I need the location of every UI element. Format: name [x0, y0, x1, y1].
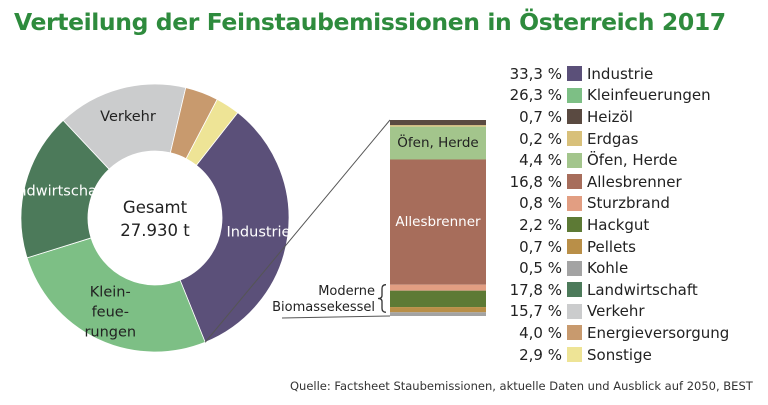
legend-item-landwirtschaft: 17,8 % Landwirtschaft [486, 279, 756, 301]
bar-label-allesbrenner: Allesbrenner [395, 214, 481, 230]
legend-value: 0,5 % [519, 259, 562, 278]
legend-value: 0,8 % [519, 194, 562, 213]
legend-swatch [567, 260, 582, 276]
legend-label: Energieversorgung [587, 323, 730, 342]
pie-slice-kleinfeuerungen [26, 237, 206, 353]
legend-item-kleinfeuerungen: 26,3 % Kleinfeuerungen [486, 85, 756, 107]
legend-value: 4,0 % [519, 323, 562, 342]
legend-label: Erdgas [587, 129, 639, 148]
legend-value: 2,9 % [519, 345, 562, 364]
legend-item-kohle: 0,5 % Kohle [486, 257, 756, 279]
legend-swatch [567, 325, 582, 341]
bracket-label: Biomassekessel [272, 300, 375, 315]
bar-segment-oefen-herde [390, 126, 486, 160]
legend-value: 0,7 % [519, 237, 562, 256]
legend-item-energieversorgung: 4,0 % Energieversorgung [486, 322, 756, 344]
legend-value: 4,4 % [519, 151, 562, 170]
pie-label-verkehr: Verkehr [100, 109, 156, 125]
bar-segment-sturzbrand [390, 284, 486, 291]
pie-slice-sonstige [185, 98, 239, 166]
legend-label: Industrie [587, 64, 654, 83]
legend-item-pellets: 0,7 % Pellets [486, 236, 756, 258]
legend-label: Verkehr [587, 302, 645, 321]
bracket-label: Moderne [318, 284, 375, 299]
pie-label-landwirtschaft: Landwirtschaft [0, 183, 107, 199]
bar-label-oefen-herde: Öfen, Herde [397, 133, 478, 151]
pie-slice-industrie [179, 112, 290, 343]
legend-swatch [567, 239, 582, 255]
pie-center-label: 27.930 t [120, 221, 190, 240]
legend-label: Sonstige [587, 345, 652, 364]
legend-value: 26,3 % [509, 86, 562, 105]
legend-label: Landwirtschaft [587, 280, 698, 299]
bar-segment-kohle [390, 312, 486, 316]
bar-segment-hackgut [390, 290, 486, 308]
legend-value: 33,3 % [509, 64, 562, 83]
bar-segment-erdgas [390, 125, 486, 127]
bar-segment-pellets [390, 307, 486, 313]
legend-label: Kohle [587, 259, 629, 278]
legend-label: Öfen, Herde [587, 151, 678, 170]
legend-swatch [567, 87, 582, 103]
legend-value: 2,2 % [519, 215, 562, 234]
legend-label: Sturzbrand [587, 194, 670, 213]
legend-swatch [567, 66, 582, 82]
chart-title: Verteilung der Feinstaubemissionen in Ös… [14, 8, 726, 36]
source-note: Quelle: Factsheet Staubemissionen, aktue… [290, 379, 753, 393]
legend-swatch [567, 217, 582, 233]
bracket-biomass [377, 284, 387, 313]
legend-value: 0,7 % [519, 107, 562, 126]
legend-swatch [567, 303, 582, 319]
legend-value: 0,2 % [519, 129, 562, 148]
legend-item-oefen-herde: 4,4 % Öfen, Herde [486, 149, 756, 171]
legend-label: Allesbrenner [587, 172, 682, 191]
legend-value: 16,8 % [509, 172, 562, 191]
bar-segment-allesbrenner [390, 159, 486, 285]
legend-value: 15,7 % [509, 302, 562, 321]
legend-item-sturzbrand: 0,8 % Sturzbrand [486, 193, 756, 215]
pie-label-industrie: Industrie [226, 225, 290, 241]
legend-label: Kleinfeuerungen [587, 86, 711, 105]
pie-slice-landwirtschaft [20, 119, 110, 259]
legend-item-hackgut: 2,2 % Hackgut [486, 214, 756, 236]
legend-label: Hackgut [587, 215, 650, 234]
pie-center-label: Gesamt [123, 198, 188, 217]
legend-label: Pellets [587, 237, 636, 256]
legend-swatch [567, 152, 582, 168]
bar-segment-heizoel [390, 120, 486, 126]
legend-swatch [567, 131, 582, 147]
pie-label-kleinfeuerungen: Klein- [90, 284, 131, 300]
legend-item-industrie: 33,3 % Industrie [486, 63, 756, 85]
legend-swatch [567, 347, 582, 363]
legend-swatch [567, 282, 582, 298]
legend-item-heizoel: 0,7 % Heizöl [486, 106, 756, 128]
connector-line-bottom [281, 315, 391, 319]
legend-swatch [567, 195, 582, 211]
legend-item-allesbrenner: 16,8 % Allesbrenner [486, 171, 756, 193]
connector-line-top [204, 119, 391, 343]
legend-item-verkehr: 15,7 % Verkehr [486, 301, 756, 323]
legend-item-erdgas: 0,2 % Erdgas [486, 128, 756, 150]
pie-label-kleinfeuerungen: rungen [84, 324, 136, 340]
legend-swatch [567, 174, 582, 190]
pie-label-kleinfeuerungen: feue- [92, 304, 129, 320]
legend-item-sonstige: 2,9 % Sonstige [486, 344, 756, 366]
legend-value: 17,8 % [509, 280, 562, 299]
legend-label: Heizöl [587, 107, 633, 126]
legend-swatch [567, 109, 582, 125]
legend: 33,3 % Industrie 26,3 % Kleinfeuerungen 0,7 … [486, 63, 756, 365]
